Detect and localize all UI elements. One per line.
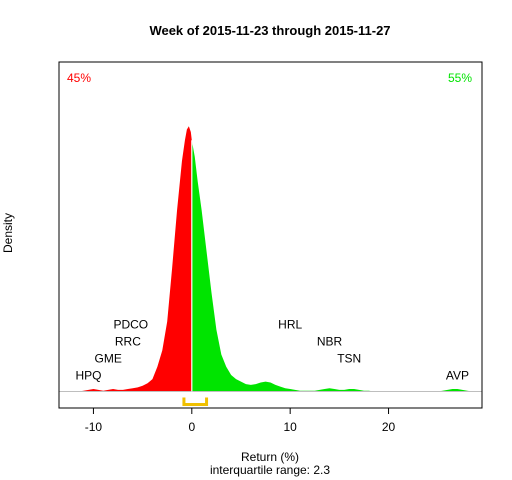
iqr-bracket [182,397,209,407]
annotation-hpq: HPQ [76,369,102,383]
chart-title: Week of 2015-11-23 through 2015-11-27 [149,23,390,38]
x-tick-label: 0 [188,420,195,434]
annotation-pdco: PDCO [113,318,148,332]
x-tick-label: -10 [85,420,103,434]
negative-share-label: 45% [67,71,91,85]
positive-return-area [191,140,473,392]
annotation-nbr: NBR [317,335,343,349]
density-areas [78,126,473,392]
annotation-tsn: TSN [337,352,361,366]
plot-frame [58,61,483,409]
ticker-annotations: HPQ GME RRC PDCO HRL NBR TSN AVP [76,318,469,383]
x-axis: -10 0 10 20 [85,408,396,434]
x-axis-label: Return (%) [241,450,299,464]
y-axis-label: Density [1,213,15,253]
positive-share-label: 55% [448,71,472,85]
annotation-avp: AVP [446,369,469,383]
annotation-hrl: HRL [278,318,302,332]
x-tick-label: 20 [382,420,396,434]
iqr-subtitle: interquartile range: 2.3 [210,463,330,477]
annotation-rrc: RRC [115,335,141,349]
x-tick-label: 10 [283,420,297,434]
negative-return-area [78,126,192,392]
annotation-gme: GME [95,352,122,366]
